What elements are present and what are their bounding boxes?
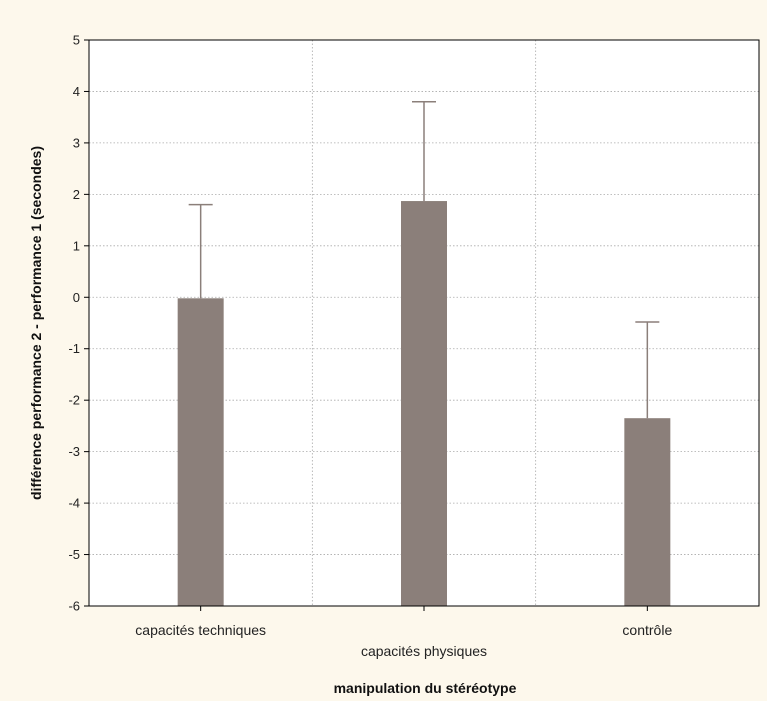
y-tick-label: -5	[68, 547, 80, 562]
y-tick-label: -1	[68, 341, 80, 356]
y-tick-label: -6	[68, 599, 80, 614]
error-bars-layer	[188, 100, 660, 419]
y-tick-label: 5	[73, 33, 80, 48]
x-category-label: contrôle	[622, 622, 672, 638]
bar-3	[624, 418, 671, 606]
axes-layer	[84, 39, 760, 611]
bar-2	[401, 201, 447, 606]
bars-layer	[177, 201, 671, 606]
x-category-label: capacités physiques	[361, 643, 487, 659]
bar-1	[177, 298, 224, 606]
y-ticks-layer: 5 4 3 2 1 0 -1 -2 -3 -4 -5 -6	[68, 33, 80, 614]
y-tick-label: 1	[73, 238, 80, 253]
y-tick-label: 3	[73, 135, 80, 150]
y-tick-label: -2	[68, 393, 80, 408]
y-axis-title: différence performance 2 - performance 1…	[28, 146, 44, 500]
x-categories-layer: capacités techniques capacités physiques c…	[135, 622, 672, 659]
x-axis-title: manipulation du stéréotype	[334, 680, 517, 696]
y-tick-label: -4	[68, 496, 80, 511]
y-tick-label: -3	[68, 444, 80, 459]
y-tick-label: 4	[73, 84, 80, 99]
y-tick-label: 0	[73, 290, 80, 305]
y-tick-label: 2	[73, 187, 80, 202]
x-category-label: capacités techniques	[135, 622, 266, 638]
